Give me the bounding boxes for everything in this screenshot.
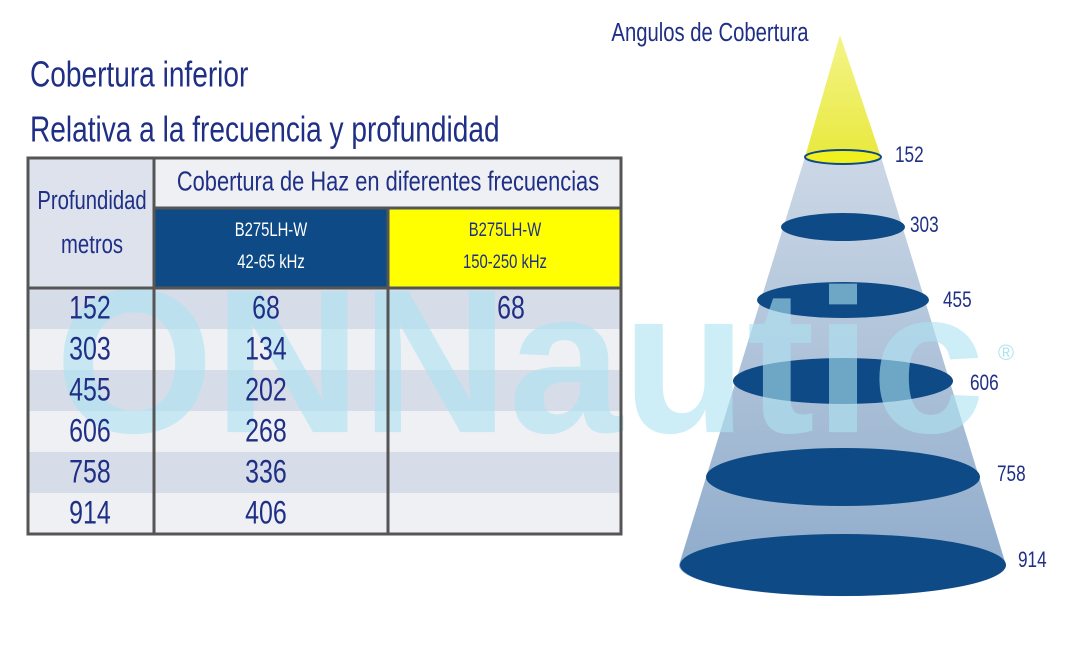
table-bg xyxy=(28,158,621,534)
coverage-cell: 68 xyxy=(252,291,280,327)
depth-cell: 914 xyxy=(69,496,111,532)
freq-label: 150-250 kHz xyxy=(463,251,547,272)
content: ONNautic ® Cobertura inferior Relativa a la… xyxy=(30,17,1047,572)
coverage-cell: 268 xyxy=(245,414,287,450)
freq-label: 42-65 kHz xyxy=(237,251,304,272)
coverage-cell: 134 xyxy=(245,332,287,368)
depth-label: 152 xyxy=(895,143,924,168)
cone xyxy=(679,35,1006,597)
table-borders xyxy=(26,156,623,536)
coverage-cell: 336 xyxy=(245,455,287,491)
depth-cell: 455 xyxy=(69,373,111,409)
depth-label: 914 xyxy=(1018,548,1047,573)
group-header: Cobertura de Haz en diferentes frecuenci… xyxy=(177,166,599,197)
depth-header: Profundidad xyxy=(37,185,146,214)
depth-cell: 758 xyxy=(69,455,111,491)
depth-cell: 152 xyxy=(69,291,111,327)
depth-header: metros xyxy=(61,229,123,258)
watermark: ONNautic xyxy=(55,247,985,476)
watermark-mark: ® xyxy=(998,340,1014,365)
depth-label: 758 xyxy=(997,462,1026,487)
coverage-cell: 406 xyxy=(245,496,287,532)
depth-label: 455 xyxy=(943,288,972,313)
coverage-cell: 68 xyxy=(497,291,525,327)
coverage-cell: 202 xyxy=(245,373,287,409)
model-label: B275LH-W xyxy=(235,219,307,240)
depth-cell: 303 xyxy=(69,332,111,368)
diagram-title: Angulos de Cobertura xyxy=(611,17,808,46)
depth-label: 303 xyxy=(910,213,939,238)
subtitle: Relativa a la frecuencia y profundidad xyxy=(30,109,500,149)
title: Cobertura inferior xyxy=(30,54,249,94)
model-label: B275LH-W xyxy=(469,219,541,240)
depth-label: 606 xyxy=(970,371,999,396)
depth-cell: 606 xyxy=(69,414,111,450)
